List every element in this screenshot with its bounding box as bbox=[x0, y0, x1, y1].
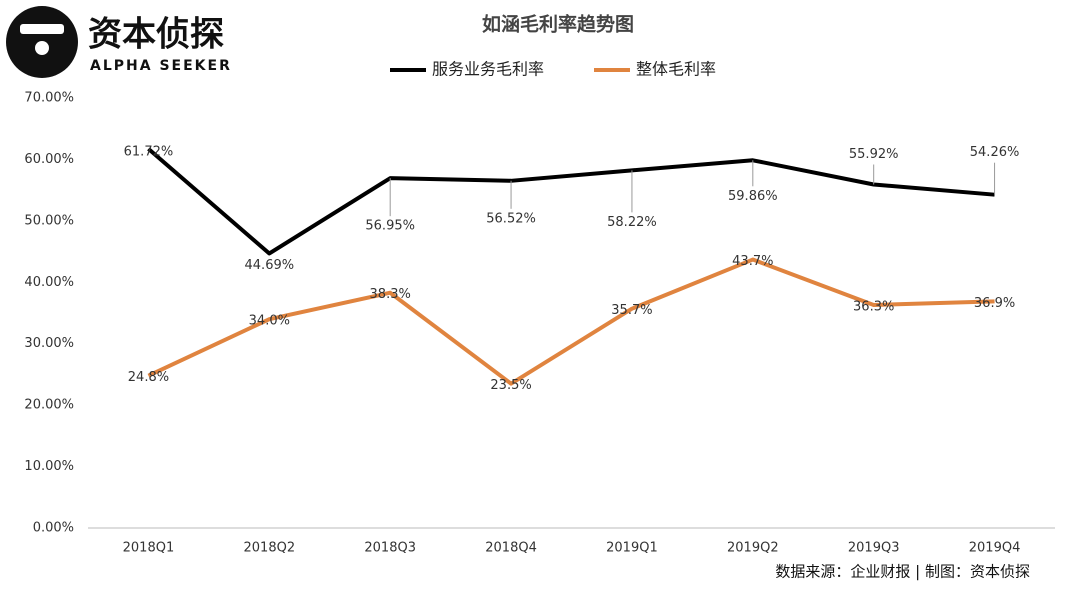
data-label: 24.8% bbox=[128, 370, 169, 385]
x-tick-label: 2019Q2 bbox=[727, 541, 779, 556]
logo bbox=[6, 6, 78, 78]
data-label: 23.5% bbox=[490, 378, 531, 393]
series-line bbox=[147, 147, 995, 256]
data-label: 54.26% bbox=[970, 145, 1020, 160]
y-tick-label: 0.00% bbox=[33, 521, 74, 536]
logo-hat bbox=[20, 24, 64, 34]
legend-label: 服务业务毛利率 bbox=[432, 60, 544, 79]
x-tick-label: 2018Q4 bbox=[485, 541, 537, 556]
y-tick-label: 20.00% bbox=[24, 398, 74, 413]
x-tick-label: 2019Q4 bbox=[969, 541, 1021, 556]
source-note: 数据来源：企业财报 | 制图：资本侦探 bbox=[775, 563, 1030, 581]
y-tick-label: 10.00% bbox=[24, 459, 74, 474]
data-label: 61.72% bbox=[124, 144, 174, 159]
data-label: 36.3% bbox=[853, 300, 894, 315]
data-label: 44.69% bbox=[245, 258, 295, 273]
x-tick-label: 2018Q2 bbox=[244, 541, 296, 556]
x-tick-label: 2018Q3 bbox=[364, 541, 416, 556]
y-tick-label: 70.00% bbox=[24, 91, 74, 106]
brand-name: 资本侦探 bbox=[88, 15, 224, 55]
x-tick-label: 2019Q1 bbox=[606, 541, 658, 556]
y-tick-label: 60.00% bbox=[24, 152, 74, 167]
legend-label: 整体毛利率 bbox=[636, 60, 716, 79]
data-label: 58.22% bbox=[607, 215, 657, 230]
data-label: 38.3% bbox=[370, 287, 411, 302]
x-tick-label: 2018Q1 bbox=[123, 541, 175, 556]
data-label: 59.86% bbox=[728, 189, 778, 204]
y-tick-label: 40.00% bbox=[24, 275, 74, 290]
data-label: 56.52% bbox=[486, 211, 536, 226]
y-tick-label: 50.00% bbox=[24, 213, 74, 228]
logo-eye bbox=[35, 41, 49, 55]
data-label: 55.92% bbox=[849, 147, 899, 162]
data-label: 36.9% bbox=[974, 296, 1015, 311]
data-label: 35.7% bbox=[611, 303, 652, 318]
data-label: 34.0% bbox=[249, 314, 290, 329]
data-label: 43.7% bbox=[732, 254, 773, 269]
data-label: 56.95% bbox=[365, 219, 415, 234]
chart-title: 如涵毛利率趋势图 bbox=[482, 13, 634, 36]
x-tick-label: 2019Q3 bbox=[848, 541, 900, 556]
brand-tagline: ALPHA SEEKER bbox=[90, 58, 232, 74]
series-line bbox=[147, 257, 995, 386]
y-tick-label: 30.00% bbox=[24, 336, 74, 351]
